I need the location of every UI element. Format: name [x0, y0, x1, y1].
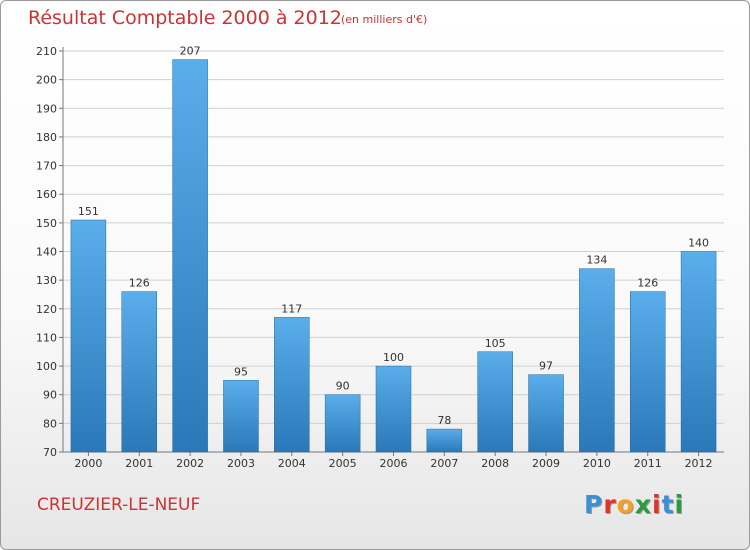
x-tick-label-2000: 2000	[74, 457, 102, 470]
chart-unit: (en milliers d'€)	[341, 13, 428, 26]
logo-letter: r	[603, 490, 617, 519]
x-tick-label-2001: 2001	[125, 457, 153, 470]
value-label-2007: 78	[437, 414, 451, 427]
bar-2004	[274, 317, 310, 453]
value-label-2012: 140	[688, 237, 709, 250]
x-tick-label-2012: 2012	[685, 457, 713, 470]
bar-2002	[172, 59, 208, 453]
x-tick-label-2007: 2007	[430, 457, 458, 470]
value-label-2001: 126	[129, 277, 150, 290]
bar-2001	[121, 291, 158, 453]
x-tick-label-2006: 2006	[380, 457, 408, 470]
bar-2005	[324, 394, 361, 453]
value-label-2009: 97	[539, 360, 553, 373]
y-tick-label: 210	[36, 45, 57, 58]
y-tick-label: 170	[36, 160, 57, 173]
value-label-2004: 117	[281, 302, 302, 315]
y-tick-label: 160	[36, 188, 57, 201]
y-tick-label: 150	[36, 217, 57, 230]
x-tick-label-2010: 2010	[583, 457, 611, 470]
bar-2003	[223, 380, 259, 453]
y-tick-label: 190	[36, 102, 57, 115]
value-label-2003: 95	[234, 365, 248, 378]
logo-letter: i	[652, 490, 662, 519]
y-tick-label: 110	[36, 331, 57, 344]
logo-letter: t	[661, 490, 675, 519]
logo-letter: P	[584, 490, 604, 519]
value-label-2008: 105	[485, 337, 506, 350]
y-tick-label: 90	[43, 389, 57, 402]
y-tick-label: 200	[36, 74, 57, 87]
logo-letter: i	[674, 490, 685, 519]
proxiti-logo[interactable]: Proxiti	[584, 490, 684, 519]
bar-2009	[528, 374, 564, 453]
value-label-2006: 100	[383, 351, 404, 364]
value-label-2002: 207	[180, 45, 201, 58]
x-tick-label-2009: 2009	[532, 457, 560, 470]
y-tick-label: 130	[36, 274, 57, 287]
y-tick-label: 100	[36, 360, 57, 373]
x-tick-label-2002: 2002	[176, 457, 204, 470]
logo-letter: x	[634, 490, 652, 519]
y-tick-label: 70	[43, 446, 57, 459]
logo-letter: o	[616, 490, 635, 519]
value-label-2011: 126	[637, 277, 658, 290]
value-label-2000: 151	[78, 205, 99, 218]
bar-2008	[477, 351, 513, 453]
y-tick-label: 80	[43, 417, 57, 430]
value-label-2005: 90	[336, 380, 350, 393]
x-tick-label-2005: 2005	[329, 457, 357, 470]
commune-name: CREUZIER-LE-NEUF	[37, 495, 201, 515]
bar-2011	[629, 291, 666, 453]
bar-2006	[375, 365, 412, 453]
bar-2012	[680, 251, 717, 453]
x-tick-label-2004: 2004	[278, 457, 306, 470]
y-tick-label: 120	[36, 303, 57, 316]
y-tick-label: 140	[36, 246, 57, 259]
bar-2010	[579, 268, 615, 453]
value-label-2010: 134	[586, 254, 607, 267]
bar-2007	[426, 428, 463, 453]
x-tick-label-2008: 2008	[481, 457, 509, 470]
x-tick-label-2003: 2003	[227, 457, 255, 470]
chart-title: Résultat Comptable 2000 à 2012	[28, 7, 342, 29]
y-tick-label: 180	[36, 131, 57, 144]
bar-2000	[70, 219, 107, 453]
x-tick-label-2011: 2011	[634, 457, 662, 470]
